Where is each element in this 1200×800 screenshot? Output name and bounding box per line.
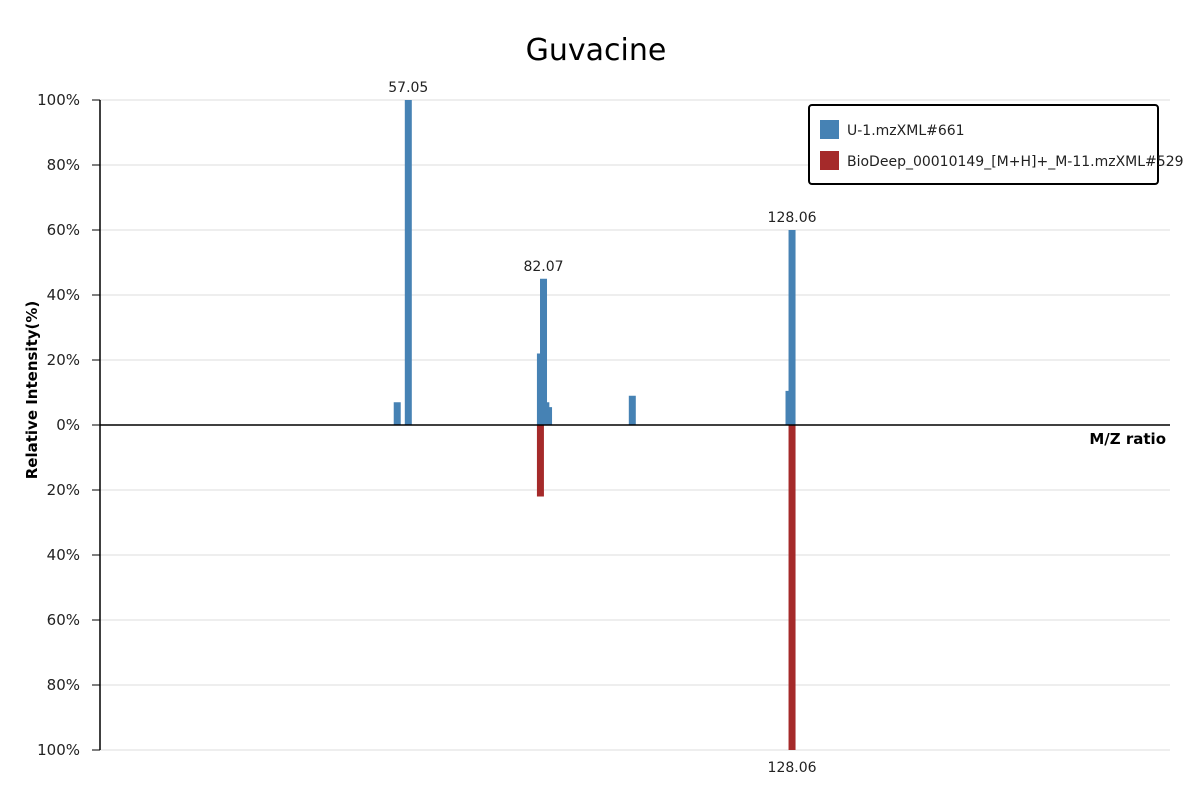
- peak-bar: [536, 425, 544, 497]
- y-tick-label: 40%: [47, 546, 80, 564]
- y-tick-label: 60%: [47, 221, 80, 239]
- y-tick-label: 20%: [47, 351, 80, 369]
- y-tick-label: 80%: [47, 156, 80, 174]
- peak-bars: [393, 100, 796, 750]
- peak-labels: 57.05 82.07 128.06 128.06: [388, 80, 816, 776]
- peak-bar: [628, 395, 636, 425]
- peak-label: 57.05: [388, 80, 428, 96]
- x-axis-title: M/Z ratio: [1089, 430, 1166, 448]
- chart-title: Guvacine: [526, 33, 667, 68]
- peak-bar: [788, 425, 796, 750]
- peak-bar: [393, 402, 401, 425]
- legend-label: U-1.mzXML#661: [847, 123, 965, 139]
- peak-label: 82.07: [523, 259, 563, 275]
- peak-bar: [545, 407, 553, 425]
- legend-swatch: [820, 120, 839, 139]
- y-axis-title: Relative Intensity(%): [23, 301, 41, 480]
- y-tick-label: 40%: [47, 286, 80, 304]
- legend: U-1.mzXML#661 BioDeep_00010149_[M+H]+_M-…: [808, 104, 1184, 185]
- y-tick-label: 100%: [37, 741, 80, 759]
- peak-bar: [788, 230, 796, 425]
- peak-label: 128.06: [768, 760, 817, 776]
- y-tick-label: 20%: [47, 481, 80, 499]
- y-tick-label: 0%: [56, 416, 80, 434]
- axes: [99, 100, 1170, 750]
- legend-label: BioDeep_00010149_[M+H]+_M-11.mzXML#529: [847, 154, 1184, 170]
- peak-bar: [404, 100, 412, 425]
- legend-swatch: [820, 151, 839, 170]
- legend-box: [808, 104, 1159, 185]
- y-tick-label: 60%: [47, 611, 80, 629]
- y-tick-label: 100%: [37, 91, 80, 109]
- y-tick-label: 80%: [47, 676, 80, 694]
- peak-bar: [540, 278, 548, 425]
- y-ticks: 100% 80% 60% 40% 20% 0% 20% 40% 60% 80% 100%: [37, 91, 100, 759]
- peak-label: 128.06: [768, 210, 817, 226]
- grid-lines: [100, 99, 1170, 751]
